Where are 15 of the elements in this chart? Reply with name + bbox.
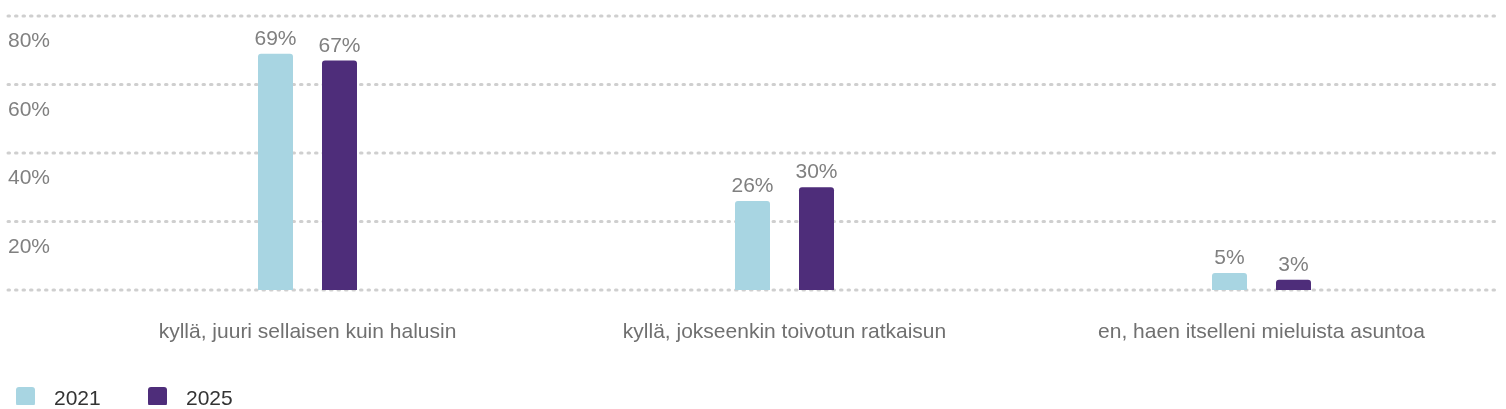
data-label: 67% [318,32,361,56]
y-tick-label: 40% [8,165,51,188]
data-label: 30% [795,159,838,183]
data-label: 26% [731,172,774,196]
x-tick-label: en, haen itselleni mieluista asuntoa [1098,319,1426,342]
y-tick-label: 20% [8,233,51,257]
data-label: 3% [1278,251,1309,275]
legend-label: 2025 [186,386,233,409]
y-tick-label: 60% [8,96,51,120]
x-tick-label: kyllä, jokseenkin toivotun ratkaisun [622,319,947,342]
legend-label: 2021 [54,386,101,409]
y-tick-label: 80% [8,28,51,51]
x-tick-label: kyllä, juuri sellaisen kuin halusin [158,319,457,342]
data-label: 5% [1214,244,1245,268]
data-label: 69% [254,25,297,49]
